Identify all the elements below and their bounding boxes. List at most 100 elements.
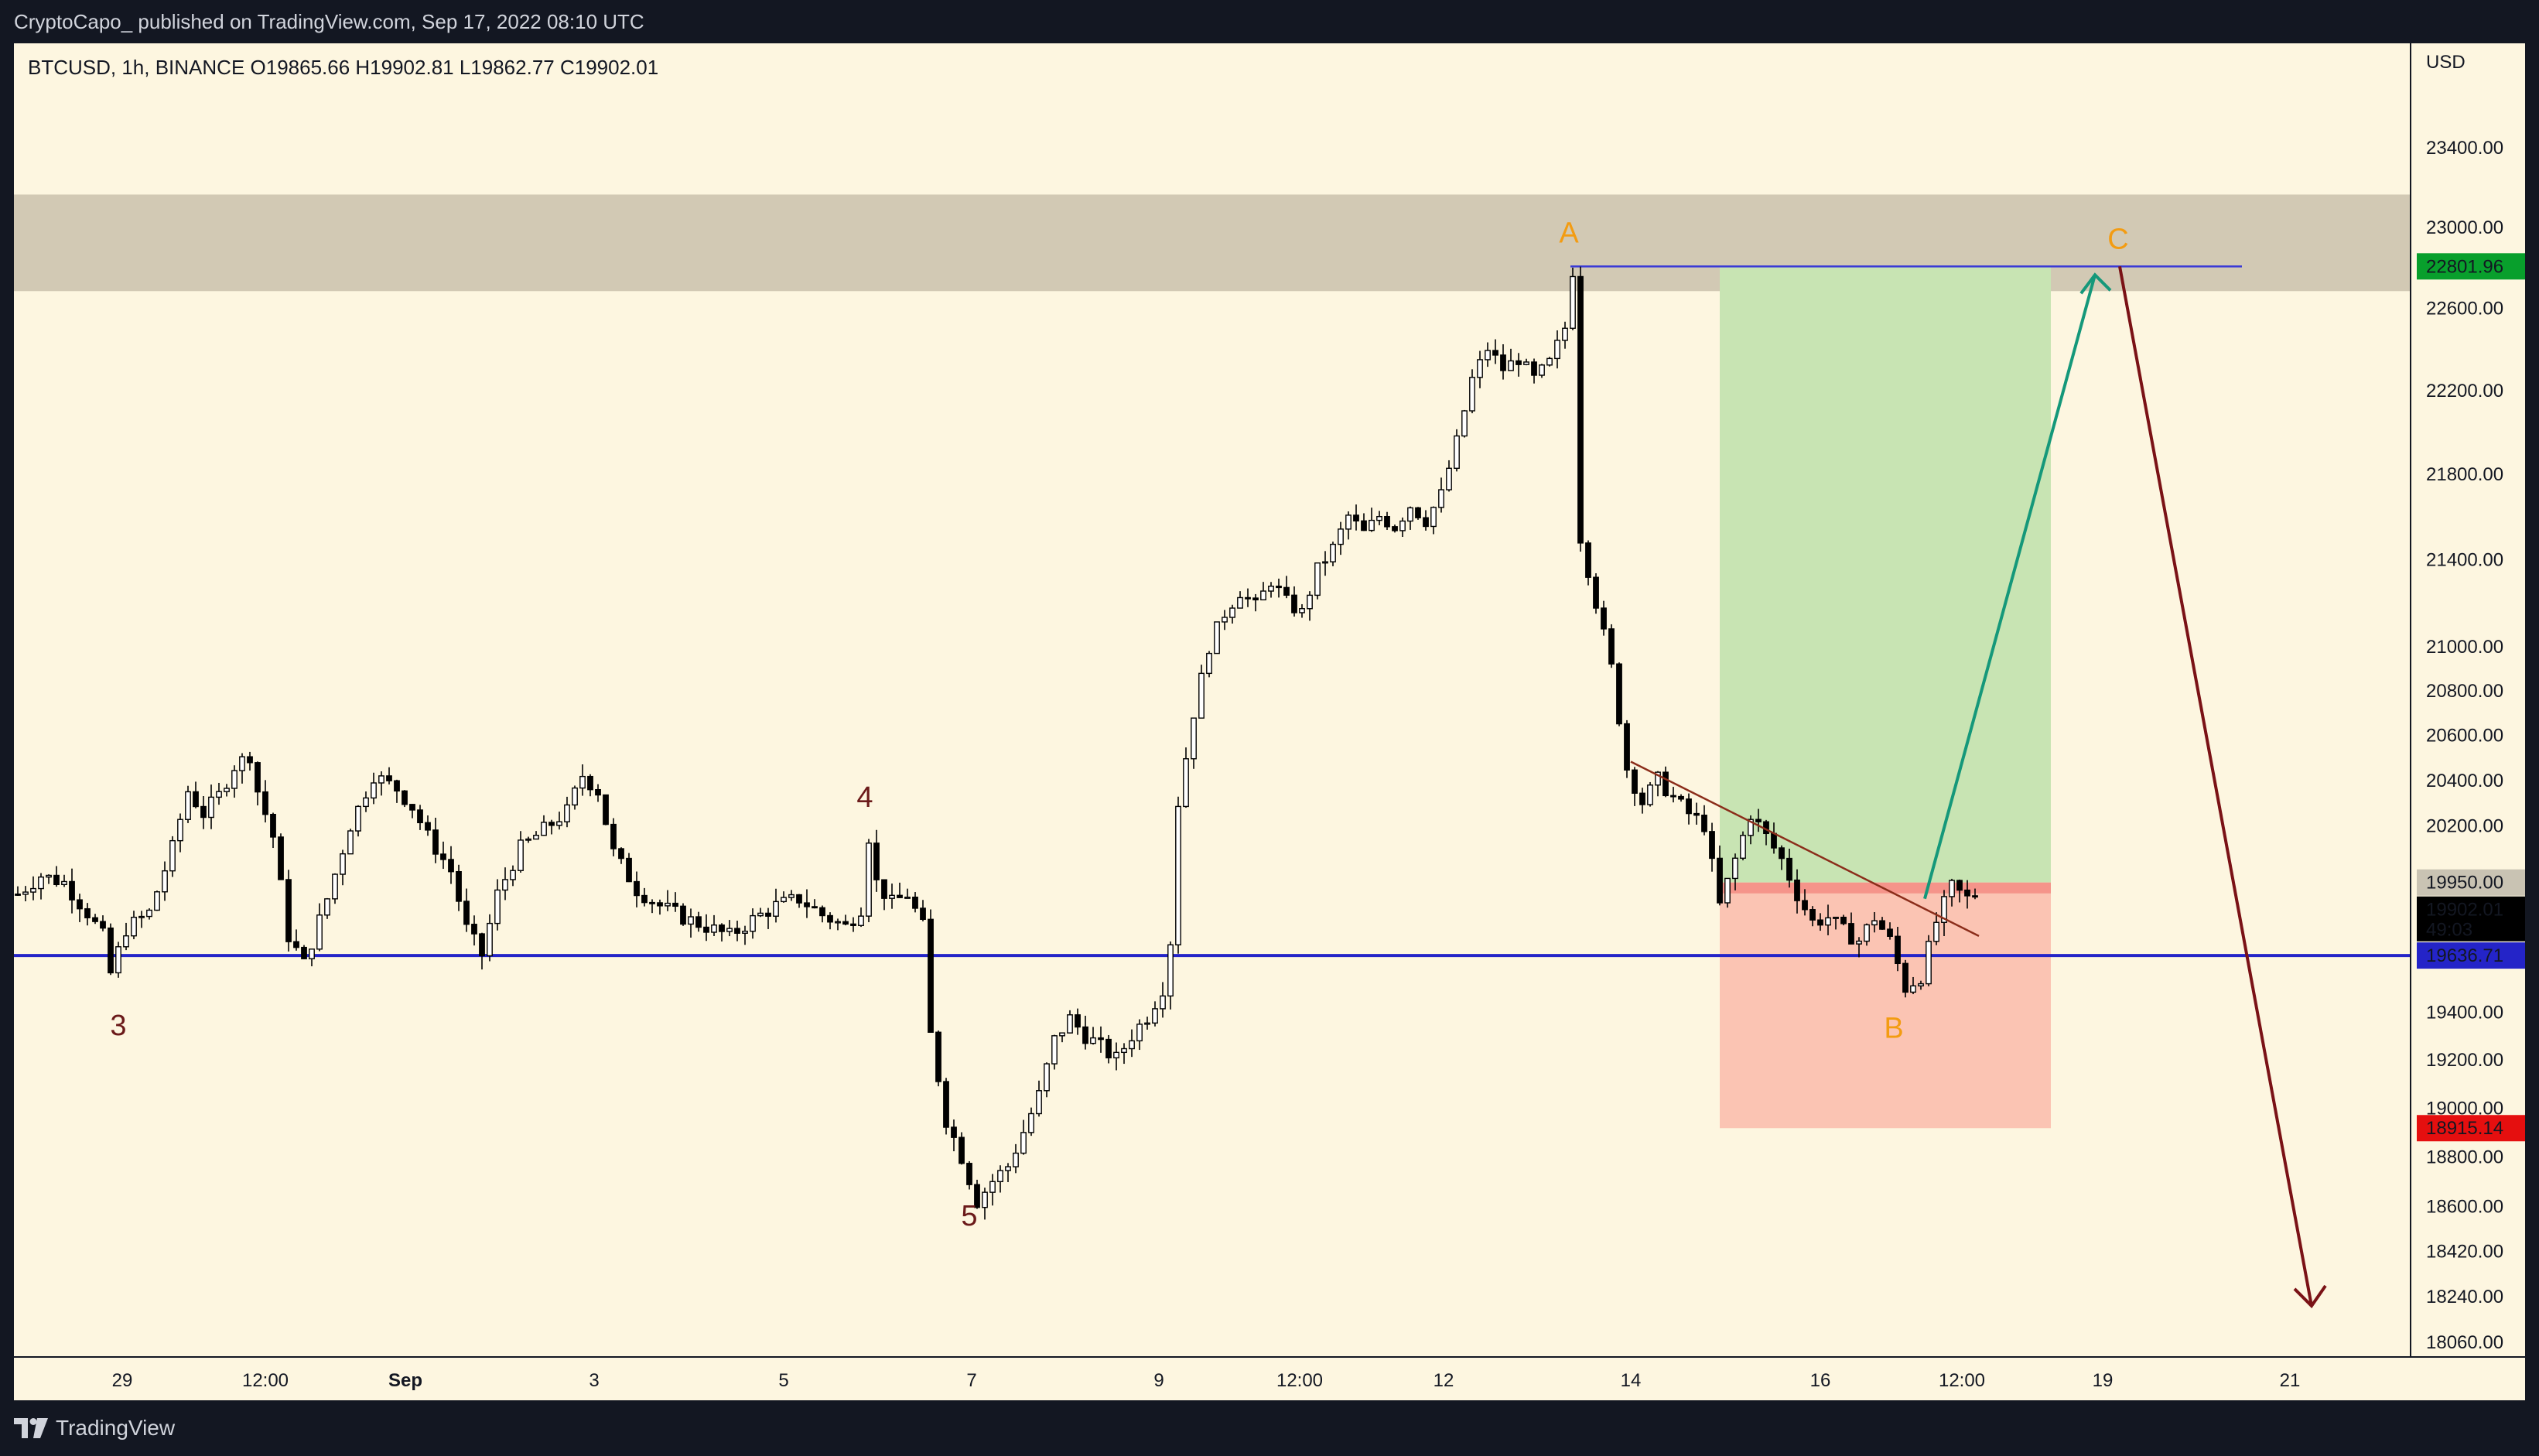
candle-body — [355, 805, 361, 832]
wave-label-4: 4 — [856, 781, 873, 814]
time-tick-label: 12:00 — [1276, 1370, 1323, 1391]
candle-body — [1871, 920, 1878, 926]
price-tick-label: 21400.00 — [2426, 550, 2503, 571]
candle-body — [456, 870, 462, 902]
candle-body — [1755, 819, 1762, 822]
candle-body — [997, 1170, 1003, 1183]
wave-label-A: A — [1559, 217, 1579, 250]
candle-body — [595, 788, 601, 796]
stop-price-tag-bg — [2417, 1115, 2525, 1142]
candle-body — [943, 1081, 949, 1128]
candle-body — [1183, 758, 1189, 808]
publish-info: CryptoCapo_ published on TradingView.com… — [14, 10, 644, 33]
candle-body — [494, 889, 501, 925]
candle-body — [796, 894, 802, 904]
candle-body — [332, 873, 338, 900]
candle-body — [177, 819, 183, 842]
candle-body — [340, 853, 346, 875]
candle-body — [1028, 1113, 1034, 1133]
candle-body — [1369, 519, 1375, 531]
candle-body — [216, 791, 222, 798]
candle-body — [750, 914, 756, 932]
time-tick-label: 29 — [112, 1370, 133, 1391]
price-chart[interactable]: 3 4 5 A B C BTCUSD, 1h, BINANCE O19865.66 H199… — [14, 43, 2525, 1400]
candle-body — [904, 896, 911, 899]
candle-body — [657, 902, 663, 907]
candle-body — [239, 756, 245, 771]
candle-body — [703, 926, 709, 933]
candle-body — [247, 756, 253, 764]
candle-body — [1864, 924, 1870, 942]
candle-body — [951, 1126, 957, 1138]
tradingview-logo-icon — [14, 1418, 48, 1438]
candle-body — [1252, 597, 1259, 600]
candle-body — [1508, 360, 1514, 371]
publish-header: CryptoCapo_ published on TradingView.com… — [0, 0, 2539, 43]
candle-body — [1817, 919, 1823, 926]
chart-frame[interactable]: 3 4 5 A B C BTCUSD, 1h, BINANCE O19865.66 H199… — [14, 43, 2525, 1400]
candle-body — [1121, 1048, 1127, 1054]
candle-body — [788, 894, 795, 898]
candle-body — [804, 902, 810, 907]
candle-body — [1570, 275, 1576, 330]
candle-body — [1415, 507, 1421, 518]
candle-body — [935, 1031, 941, 1082]
candle-body — [1639, 792, 1645, 805]
candle-body — [1732, 857, 1738, 880]
candle-body — [1740, 835, 1746, 859]
tradingview-logo[interactable]: TradingView — [14, 1413, 175, 1444]
candle-body — [518, 839, 524, 871]
candle-body — [634, 880, 640, 897]
candle-body — [1616, 663, 1622, 725]
candle-body — [131, 916, 137, 937]
candle-body — [1461, 410, 1468, 437]
candle-body — [835, 921, 841, 924]
candle-body — [46, 874, 52, 878]
wave-label-5: 5 — [961, 1200, 977, 1232]
candle-body — [680, 905, 686, 925]
price-tick-label: 20400.00 — [2426, 771, 2503, 791]
candle-body — [912, 896, 918, 909]
candle-body — [672, 902, 678, 907]
time-tick-label: 16 — [1810, 1370, 1831, 1391]
candle-body — [897, 894, 903, 898]
price-tick-label: 21800.00 — [2426, 464, 2503, 485]
last-price-tag-bg — [2417, 896, 2525, 942]
candle-body — [1500, 354, 1506, 371]
candle-body — [1794, 879, 1800, 901]
price-tick-label: 19400.00 — [2426, 1002, 2503, 1023]
time-tick-label: 12 — [1434, 1370, 1454, 1391]
candle-body — [533, 835, 539, 840]
candle-body — [1933, 921, 1939, 942]
candle-body — [1245, 596, 1251, 600]
candle-body — [765, 912, 771, 917]
candle-body — [378, 775, 384, 784]
candle-body — [1593, 576, 1599, 609]
candle-body — [572, 787, 578, 806]
candle-body — [1376, 515, 1382, 521]
target-price-tag: 22801.96 — [2426, 256, 2503, 277]
candle-body — [773, 901, 779, 917]
wave-label-3: 3 — [110, 1010, 126, 1042]
price-tick-label: 18600.00 — [2426, 1196, 2503, 1217]
candle-body — [726, 928, 733, 932]
time-tick-label: 3 — [589, 1370, 599, 1391]
candle-body — [1895, 935, 1901, 965]
countdown-tag: 49:03 — [2426, 920, 2472, 941]
wave-label-B: B — [1884, 1012, 1903, 1044]
entry-price-tag-bg — [2417, 869, 2525, 896]
candle-body — [100, 921, 106, 929]
candle-body — [1709, 831, 1715, 860]
candle-body — [53, 874, 60, 886]
candle-body — [1531, 361, 1537, 376]
candle-body — [920, 907, 926, 921]
support-price-tag-bg — [2417, 942, 2525, 969]
candle-body — [525, 838, 531, 841]
candle-body — [1717, 857, 1723, 904]
candle-body — [510, 870, 516, 880]
candle-body — [1809, 909, 1816, 921]
candle-body — [61, 880, 67, 886]
trendline — [1630, 760, 1980, 937]
candle-body — [858, 915, 864, 926]
candle-body — [1129, 1040, 1135, 1050]
